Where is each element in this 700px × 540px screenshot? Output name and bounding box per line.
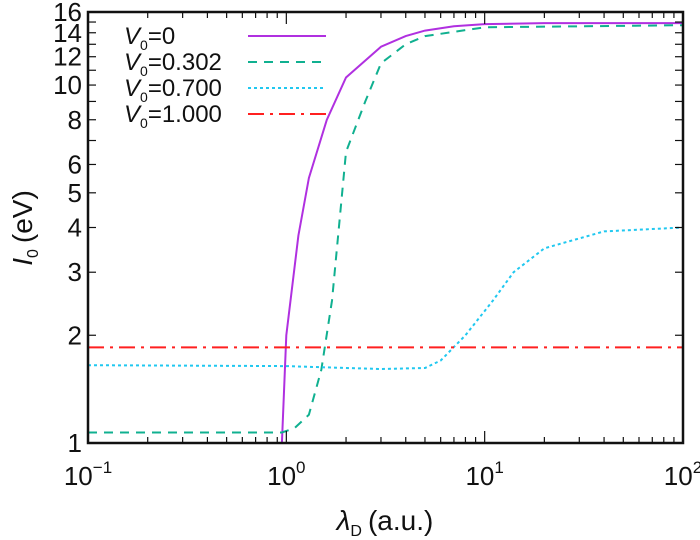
legend-label: V0=0.700 — [124, 75, 222, 105]
y-tick-label: 16 — [53, 0, 82, 27]
y-tick-label: 4 — [68, 213, 82, 243]
legend-label: V0=0.302 — [124, 49, 222, 79]
y-tick-label: 2 — [68, 320, 82, 350]
y-tick-label: 1 — [68, 428, 82, 458]
series-line-0 — [280, 22, 683, 443]
y-tick-label: 3 — [68, 257, 82, 287]
legend-label: V0=0 — [124, 23, 175, 53]
x-tick-label: 100 — [267, 458, 305, 491]
x-tick-label: 10−1 — [64, 458, 112, 491]
series-line-1 — [88, 24, 683, 434]
x-axis-label: λD (a.u.) — [335, 505, 434, 540]
y-tick-label: 10 — [53, 70, 82, 100]
x-tick-label: 102 — [664, 458, 700, 491]
legend-label: V0=1.000 — [124, 101, 222, 131]
y-tick-label: 14 — [53, 18, 82, 48]
y-tick-label: 6 — [68, 149, 82, 179]
y-axis-label: I0(eV) — [7, 190, 42, 266]
y-tick-label: 12 — [53, 42, 82, 72]
x-tick-label: 101 — [465, 458, 503, 491]
y-tick-label: 5 — [68, 178, 82, 208]
y-tick-label: 8 — [68, 105, 82, 135]
